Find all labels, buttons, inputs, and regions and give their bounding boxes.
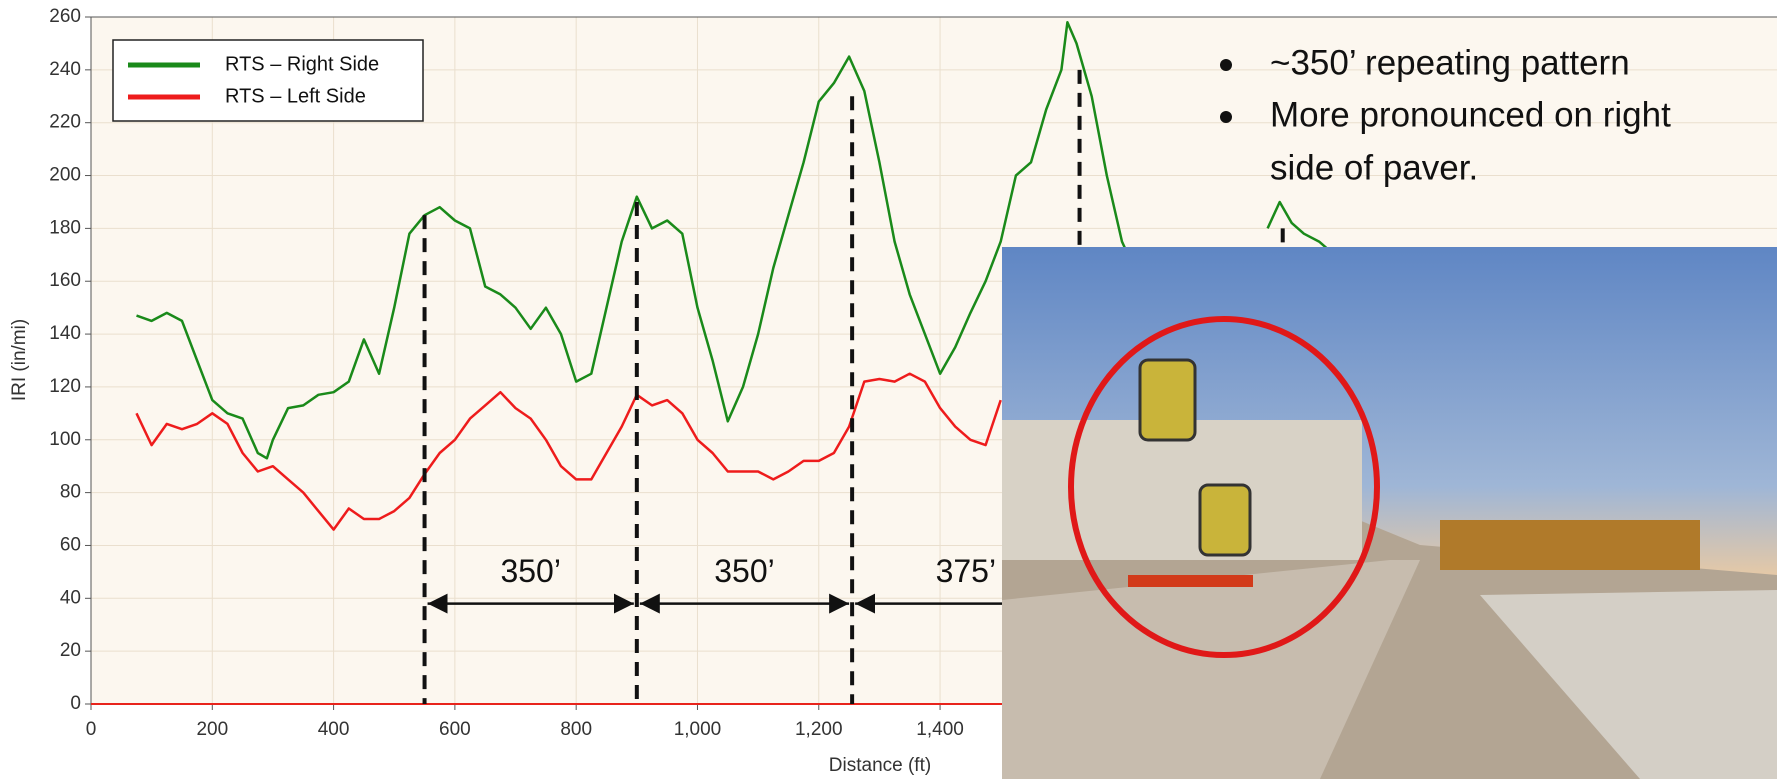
bullet-dot: [1220, 59, 1232, 71]
page: {"chart_data": {"type": "line", "x_label…: [0, 0, 1777, 779]
bullet-text: More pronounced on right: [1270, 95, 1671, 134]
legend-label: RTS – Left Side: [225, 85, 366, 107]
photo-instrument: [1140, 360, 1195, 440]
y-tick-label: 40: [60, 587, 81, 608]
y-tick-label: 80: [60, 482, 81, 503]
y-tick-label: 140: [49, 323, 81, 344]
x-tick-label: 200: [196, 719, 228, 740]
y-tick-label: 20: [60, 640, 81, 661]
x-tick-label: 1,000: [674, 719, 722, 740]
x-axis-label: Distance (ft): [829, 755, 931, 776]
y-tick-label: 220: [49, 112, 81, 133]
legend: RTS – Right Side RTS – Left Side: [113, 40, 423, 121]
y-tick-label: 200: [49, 165, 81, 186]
photo-instrument: [1200, 485, 1250, 555]
y-tick-label: 100: [49, 429, 81, 450]
legend-box: [113, 40, 423, 121]
chart: 0 20 40 60 80 100 120 140 160 180 200 220 240 260 0 200…: [0, 0, 1777, 779]
x-tick-label: 0: [86, 719, 97, 740]
bullet-text: ~350’ repeating pattern: [1270, 43, 1630, 82]
y-tick-label: 120: [49, 376, 81, 397]
y-tick-label: 180: [49, 217, 81, 238]
x-tick-label: 1,400: [916, 719, 964, 740]
y-axis-label: IRI (in/mi): [9, 319, 30, 401]
legend-label: RTS – Right Side: [225, 53, 379, 75]
x-tick-label: 600: [439, 719, 471, 740]
photo: [1002, 247, 1777, 779]
y-tick-label: 260: [49, 6, 81, 27]
span-label: 350’: [714, 553, 775, 589]
x-tick-label: 1,200: [795, 719, 843, 740]
y-tick-label: 0: [70, 693, 81, 714]
span-label: 375’: [936, 553, 997, 589]
y-tick-label: 160: [49, 270, 81, 291]
photo-mount: [1128, 575, 1253, 587]
x-tick-label: 800: [560, 719, 592, 740]
bullet-text: side of paver.: [1270, 148, 1478, 187]
span-label: 350’: [500, 553, 561, 589]
x-tick-label: 400: [318, 719, 350, 740]
y-tick-label: 60: [60, 534, 81, 555]
bullet-dot: [1220, 111, 1232, 123]
y-tick-label: 240: [49, 59, 81, 80]
photo-paver: [1440, 520, 1700, 570]
